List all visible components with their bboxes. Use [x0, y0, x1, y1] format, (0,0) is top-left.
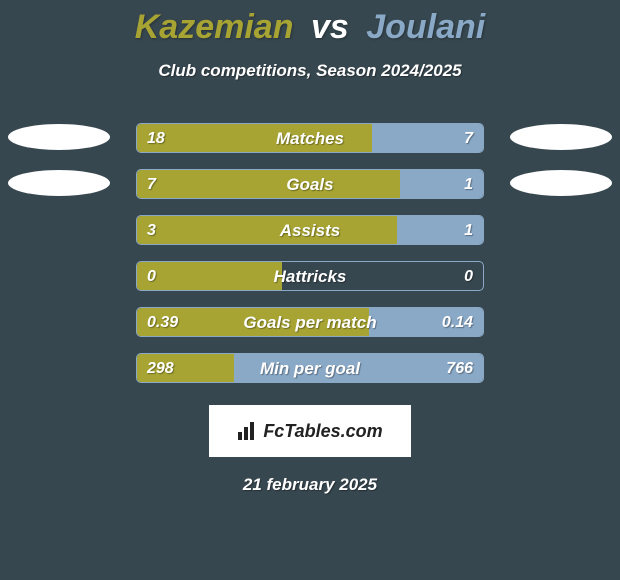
team-badge-left: [8, 170, 110, 196]
metric-row: 31Assists: [0, 215, 620, 245]
value-right: 0.14: [442, 308, 473, 337]
bar-track: 187Matches: [136, 123, 484, 153]
bars-icon: [237, 422, 259, 440]
brand-logo: FcTables.com: [237, 421, 382, 442]
value-right: 1: [464, 216, 473, 245]
team-badge-right: [510, 170, 612, 196]
title-vs: vs: [311, 8, 349, 46]
bar-left: [137, 216, 397, 244]
metric-row: 71Goals: [0, 169, 620, 199]
metric-row: 298766Min per goal: [0, 353, 620, 383]
date-text: 21 february 2025: [0, 475, 620, 495]
title-player2: Joulani: [366, 8, 485, 46]
value-left: 3: [147, 216, 156, 245]
bar-track: 00Hattricks: [136, 261, 484, 291]
title: Kazemian vs Joulani: [0, 0, 620, 47]
bar-track: 0.390.14Goals per match: [136, 307, 484, 337]
value-left: 0.39: [147, 308, 178, 337]
title-player1: Kazemian: [135, 8, 294, 46]
metric-rows: 187Matches71Goals31Assists00Hattricks0.3…: [0, 123, 620, 383]
comparison-infographic: Kazemian vs Joulani Club competitions, S…: [0, 0, 620, 580]
value-left: 298: [147, 354, 174, 383]
bar-track: 31Assists: [136, 215, 484, 245]
value-right: 1: [464, 170, 473, 199]
bar-left: [137, 124, 372, 152]
value-right: 7: [464, 124, 473, 153]
metric-row: 00Hattricks: [0, 261, 620, 291]
metric-row: 0.390.14Goals per match: [0, 307, 620, 337]
footer-badge: FcTables.com: [209, 405, 411, 457]
value-right: 0: [464, 262, 473, 291]
brand-text: FcTables.com: [263, 421, 382, 442]
value-left: 7: [147, 170, 156, 199]
bar-track: 298766Min per goal: [136, 353, 484, 383]
value-left: 18: [147, 124, 165, 153]
value-right: 766: [446, 354, 473, 383]
subtitle: Club competitions, Season 2024/2025: [0, 61, 620, 81]
value-left: 0: [147, 262, 156, 291]
bar-track: 71Goals: [136, 169, 484, 199]
bar-left: [137, 262, 282, 290]
bar-left: [137, 170, 400, 198]
metric-row: 187Matches: [0, 123, 620, 153]
team-badge-right: [510, 124, 612, 150]
team-badge-left: [8, 124, 110, 150]
